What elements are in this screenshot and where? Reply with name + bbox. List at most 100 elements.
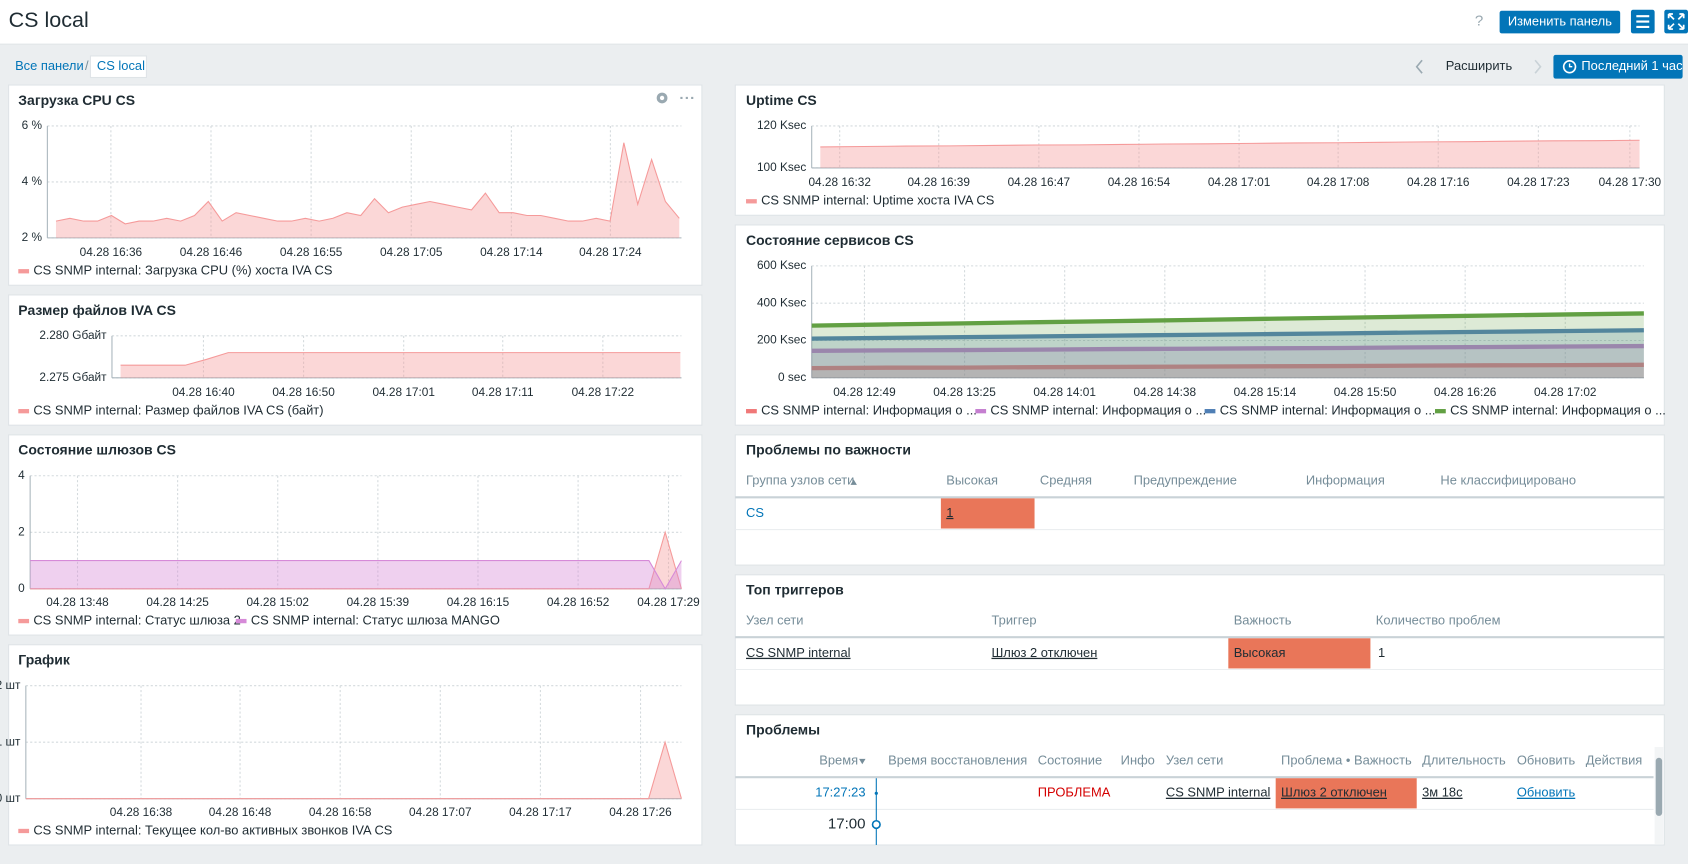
x-tick-label: 04.28 17:22 (572, 385, 635, 399)
edit-button-label: Изменить панель (1508, 13, 1612, 28)
column-header[interactable]: Группа узлов сети (746, 473, 854, 488)
y-tick-label: 6 % (22, 118, 43, 132)
period-button[interactable] (1553, 54, 1683, 79)
prev-arrow[interactable] (1415, 59, 1423, 74)
x-tick-label: 04.28 16:47 (1008, 175, 1071, 189)
panel (734, 714, 1665, 846)
page-title: CS local (9, 8, 89, 32)
x-tick-label: 04.28 16:38 (110, 805, 173, 819)
column-header: Важность (1234, 612, 1292, 627)
x-tick-label: 04.28 17:29 (637, 595, 700, 609)
column-header: Длительность (1422, 752, 1506, 767)
legend-swatch (18, 828, 30, 834)
sort-icon (850, 479, 857, 485)
widget-title: Загрузка CPU CS (18, 92, 135, 108)
y-tick-label: 600 Ksec (757, 258, 806, 272)
host[interactable]: CS SNMP internal (746, 645, 851, 660)
panel (734, 434, 1665, 566)
duration[interactable]: 3м 18с (1422, 785, 1463, 800)
problem[interactable]: Шлюз 2 отключен (1281, 785, 1387, 800)
help[interactable]: ? (1475, 13, 1483, 30)
series-line (30, 530, 682, 590)
x-tick-label: 04.28 16:58 (309, 805, 372, 819)
x-tick-label: 04.28 15:39 (347, 595, 410, 609)
column-header: Предупреждение (1134, 473, 1237, 488)
series-line (820, 139, 1640, 148)
legend-label: CS SNMP internal: Информация о ... (990, 403, 1206, 418)
column-header: Действия (1586, 752, 1643, 767)
y-tick-label: 4 (18, 468, 25, 482)
x-tick-label: 04.28 16:40 (172, 385, 235, 399)
panel (8, 644, 703, 846)
y-tick-label: 2 (18, 524, 25, 538)
problem-count[interactable]: 1 (946, 505, 953, 520)
severity: Высокая (1234, 645, 1286, 660)
legend-swatch (1204, 409, 1216, 414)
x-tick-label: 04.28 17:05 (380, 245, 443, 259)
x-tick-label: 04.28 17:26 (609, 805, 672, 819)
legend-swatch (235, 618, 247, 624)
severity-cell (1228, 638, 1371, 669)
legend-swatch (18, 269, 30, 274)
x-tick-label: 04.28 16:50 (272, 385, 335, 399)
scrollbar-thumb[interactable] (1655, 757, 1663, 816)
expand-button[interactable]: Расширить (1446, 58, 1513, 73)
x-tick-label: 04.28 17:02 (1534, 385, 1597, 399)
edit-button[interactable] (1499, 10, 1621, 34)
column-header: Обновить (1517, 752, 1576, 767)
severity-cell (940, 498, 1035, 529)
y-tick-label: 1 шт (0, 734, 21, 748)
x-tick-label: 04.28 16:15 (447, 595, 510, 609)
series-area (30, 560, 682, 589)
severity-cell (1275, 778, 1417, 809)
series-area (811, 313, 1644, 378)
series-line (120, 352, 681, 366)
column-header[interactable]: Время (819, 752, 858, 767)
series-line (30, 560, 682, 590)
legend-label: CS SNMP internal: Статус шлюза MANGO (251, 612, 500, 627)
next-arrow[interactable] (1534, 59, 1542, 74)
host-group-link[interactable]: CS (746, 505, 764, 520)
x-tick-label: 04.28 17:30 (1599, 175, 1662, 189)
timeline-dot (874, 791, 878, 795)
problem-time[interactable]: 17:27:23 (815, 785, 865, 800)
period-label: Последний 1 час (1581, 58, 1683, 73)
column-header: Узел сети (1166, 752, 1223, 767)
fullscreen-button[interactable] (1664, 9, 1688, 34)
series-line (25, 740, 682, 800)
series-line (55, 142, 680, 225)
y-tick-label: 200 Ksec (757, 333, 806, 347)
legend-swatch (18, 618, 30, 624)
column-header: Состояние (1038, 752, 1102, 767)
y-tick-label: 0 (18, 581, 25, 595)
y-tick-label: 0 sec (778, 370, 806, 384)
update-link[interactable]: Обновить (1517, 785, 1576, 800)
panel (734, 574, 1665, 706)
column-header: Не классифицировано (1440, 473, 1576, 488)
x-tick-label: 04.28 17:07 (409, 805, 472, 819)
series-area (820, 140, 1640, 168)
x-tick-label: 04.28 13:48 (46, 595, 109, 609)
column-header: Узел сети (746, 612, 803, 627)
x-tick-label: 04.28 17:08 (1307, 175, 1370, 189)
trigger[interactable]: Шлюз 2 отключен (991, 645, 1097, 660)
series-line (811, 362, 1644, 371)
problem-status: ПРОБЛЕМА (1038, 785, 1111, 800)
legend-label: CS SNMP internal: Текущее кол-во активны… (33, 822, 392, 837)
x-tick-label: 04.28 15:14 (1234, 385, 1297, 399)
x-tick-label: 04.28 16:26 (1434, 385, 1497, 399)
y-tick-label: 2 шт (0, 678, 21, 692)
host[interactable]: CS SNMP internal (1166, 785, 1271, 800)
y-tick-label: 2.275 Gбайт (39, 370, 107, 384)
breadcrumb-link[interactable]: Все панели (15, 58, 84, 73)
x-tick-label: 04.28 12:49 (833, 385, 896, 399)
breadcrumb-current[interactable]: CS local (97, 58, 145, 73)
x-tick-label: 04.28 16:39 (907, 175, 970, 189)
widget-title: Проблемы по важности (746, 442, 911, 458)
x-tick-label: 04.28 17:01 (372, 385, 435, 399)
legend-swatch (746, 199, 757, 204)
y-tick-label: 2 % (22, 230, 43, 244)
header-bar (0, 0, 1688, 45)
legend-label: CS SNMP internal: Информация о ... (761, 403, 977, 418)
series-line (811, 311, 1644, 328)
